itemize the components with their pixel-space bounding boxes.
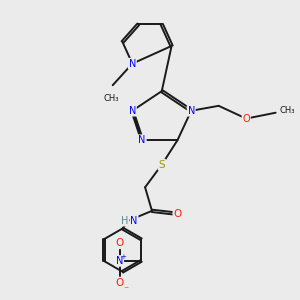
Text: N: N bbox=[129, 106, 136, 116]
Text: CH₃: CH₃ bbox=[104, 94, 119, 103]
Text: O: O bbox=[116, 238, 124, 248]
Text: O: O bbox=[242, 114, 250, 124]
Text: N: N bbox=[129, 58, 136, 69]
Text: O: O bbox=[116, 278, 124, 287]
Text: H: H bbox=[121, 216, 128, 226]
Text: CH₃: CH₃ bbox=[280, 106, 295, 115]
Text: N: N bbox=[139, 135, 146, 145]
Text: ⁻: ⁻ bbox=[123, 285, 128, 296]
Text: N: N bbox=[188, 106, 195, 116]
Text: N: N bbox=[116, 256, 123, 266]
Text: O: O bbox=[173, 209, 181, 219]
Text: +: + bbox=[121, 254, 127, 260]
Text: S: S bbox=[158, 160, 165, 170]
Text: N: N bbox=[130, 216, 138, 226]
